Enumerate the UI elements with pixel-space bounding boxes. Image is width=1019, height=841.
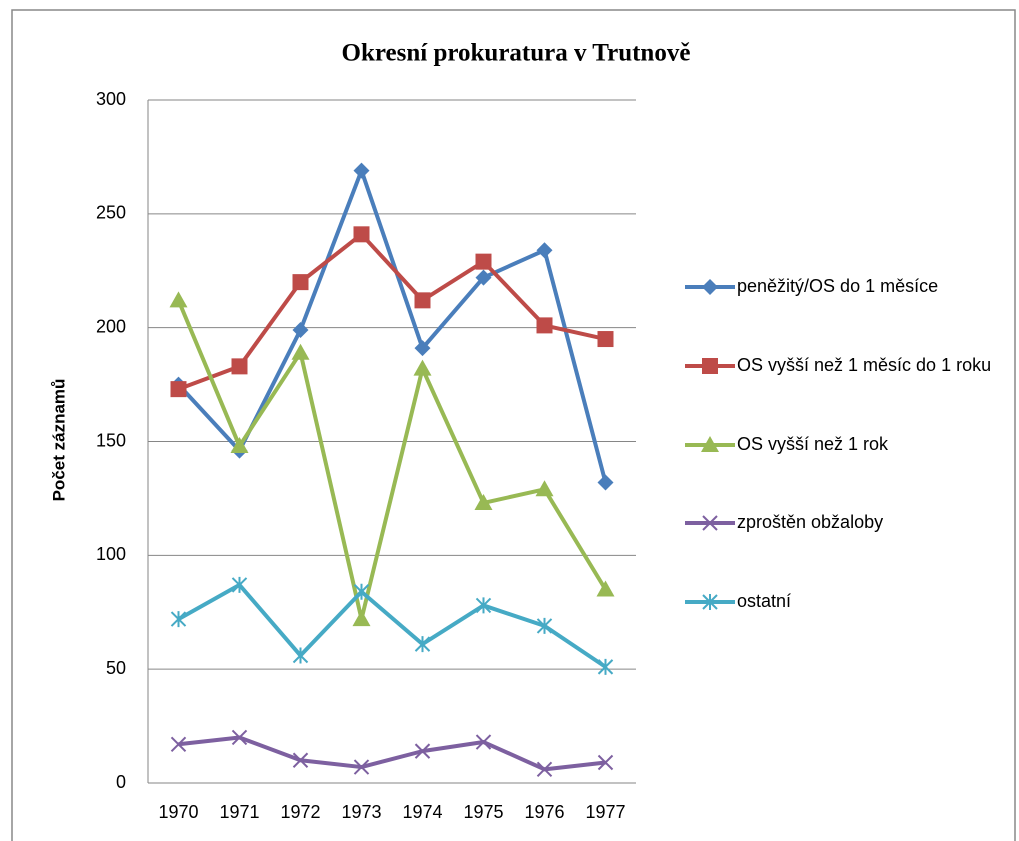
marker: [597, 331, 614, 348]
marker: [230, 437, 249, 454]
marker: [597, 754, 614, 771]
y-tick-label: 50: [106, 658, 126, 678]
marker: [413, 359, 432, 376]
legend-label: OS vyšší než 1 měsíc do 1 roku: [737, 355, 991, 375]
marker: [702, 515, 718, 531]
x-tick-label: 1971: [219, 802, 259, 822]
marker: [353, 162, 370, 179]
marker: [353, 226, 370, 243]
legend-label: peněžitý/OS do 1 měsíce: [737, 276, 938, 296]
y-tick-label: 0: [116, 772, 126, 792]
marker: [702, 358, 718, 374]
marker: [414, 636, 431, 653]
x-tick-label: 1972: [280, 802, 320, 822]
marker: [292, 274, 309, 291]
marker: [414, 743, 431, 759]
marker: [701, 436, 719, 452]
marker: [292, 752, 309, 768]
marker: [597, 474, 614, 491]
series-line: [176, 299, 608, 622]
marker: [596, 580, 615, 597]
marker: [702, 594, 718, 610]
marker: [352, 610, 371, 627]
y-axis-label: Počet záznamů: [49, 379, 68, 502]
marker: [353, 759, 370, 775]
marker: [292, 647, 309, 664]
x-tick-label: 1975: [463, 802, 503, 822]
legend-label: ostatní: [737, 591, 791, 611]
marker: [414, 292, 431, 309]
x-tick-label: 1974: [402, 802, 442, 822]
marker: [414, 340, 431, 357]
chart-frame: [11, 9, 1016, 841]
marker: [475, 597, 492, 614]
x-tick-label: 1976: [524, 802, 564, 822]
marker: [292, 321, 309, 338]
marker: [702, 279, 718, 295]
marker: [231, 729, 248, 746]
marker: [536, 317, 553, 334]
y-tick-label: 100: [96, 544, 126, 564]
y-tick-label: 150: [96, 430, 126, 450]
marker: [535, 480, 554, 497]
legend-label: OS vyšší než 1 rok: [737, 434, 889, 454]
marker: [475, 269, 492, 286]
x-tick-label: 1970: [158, 802, 198, 822]
marker: [169, 291, 188, 308]
marker: [231, 576, 248, 593]
series-line: [177, 232, 606, 392]
marker: [291, 343, 310, 360]
series-line: [177, 582, 607, 669]
marker: [536, 617, 553, 634]
marker: [597, 658, 614, 675]
marker: [231, 358, 248, 375]
x-tick-label: 1973: [341, 802, 381, 822]
y-tick-label: 200: [96, 316, 126, 336]
legend-label: zproštěn obžaloby: [737, 512, 883, 532]
marker: [474, 493, 493, 510]
marker: [536, 761, 553, 778]
marker: [536, 242, 553, 259]
chart-title: Okresní prokuratura v Trutnově: [342, 40, 691, 67]
series-line: [178, 735, 606, 772]
marker: [353, 583, 370, 600]
marker: [170, 611, 187, 628]
y-tick-label: 300: [96, 89, 126, 109]
y-tick-label: 250: [96, 203, 126, 223]
x-tick-label: 1977: [585, 802, 625, 822]
marker: [475, 734, 492, 750]
marker: [475, 253, 492, 270]
marker: [170, 381, 187, 398]
marker: [170, 736, 187, 753]
